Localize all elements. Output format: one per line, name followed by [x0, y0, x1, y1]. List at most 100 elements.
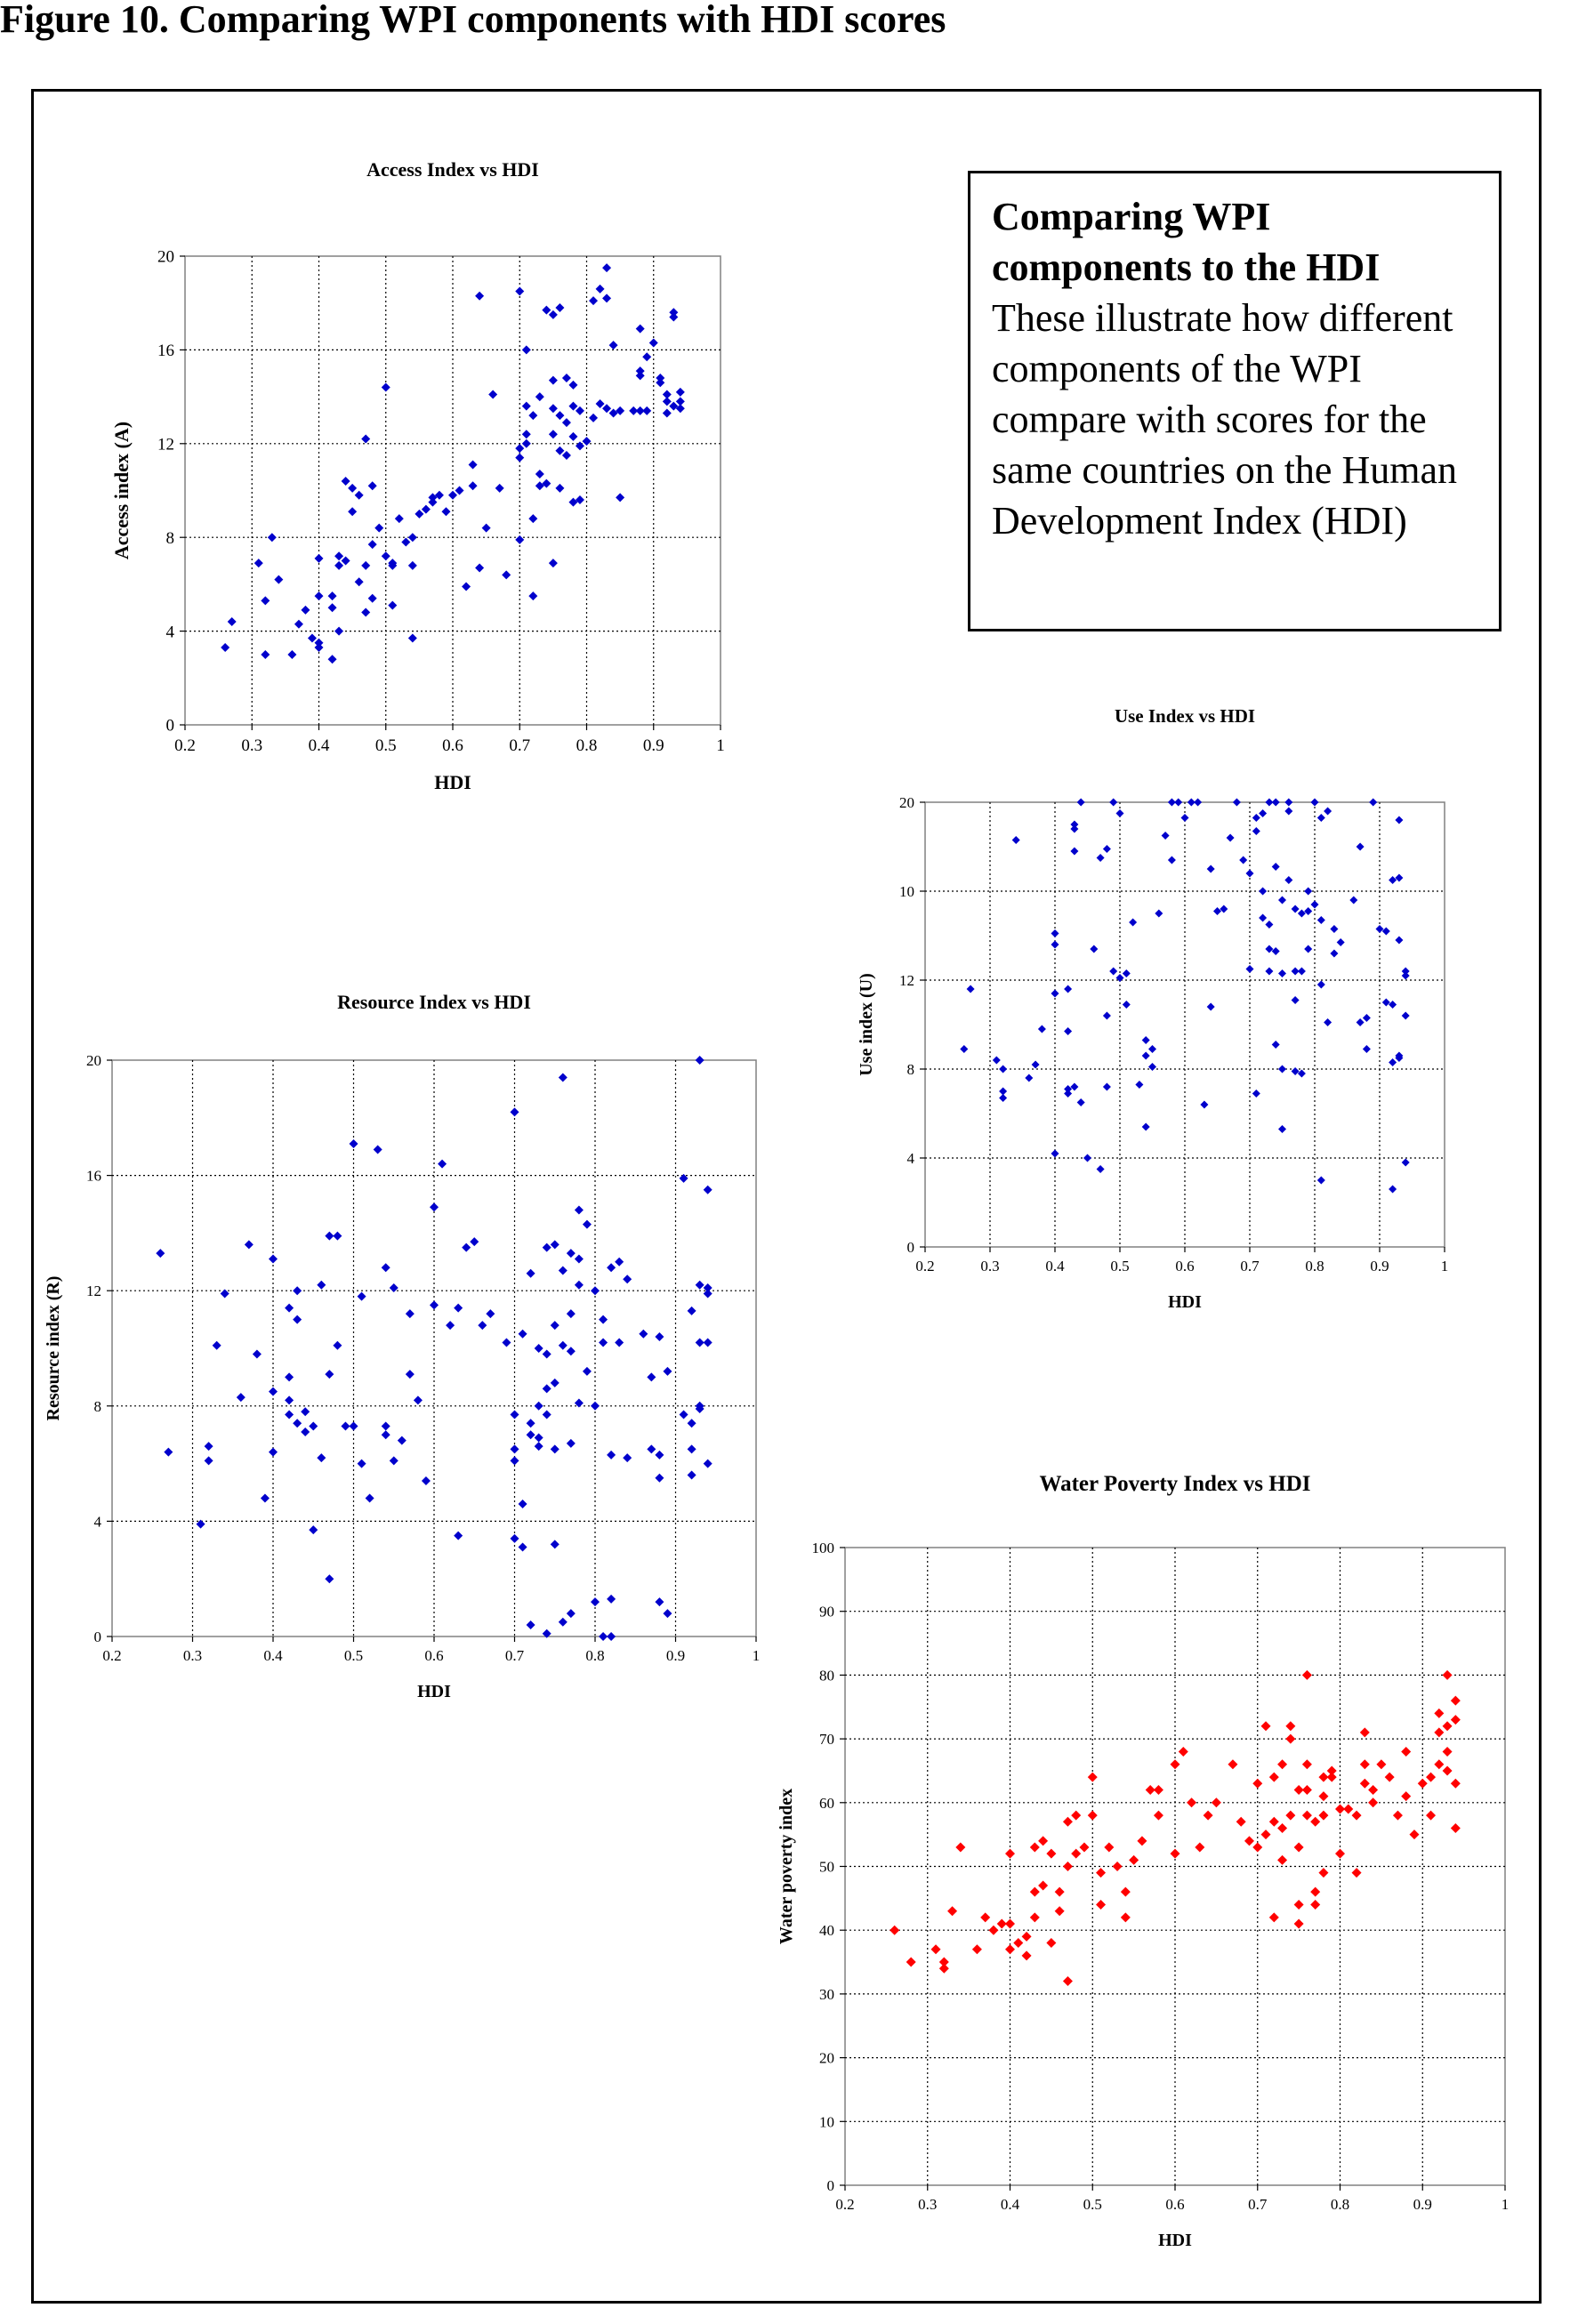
data-point — [475, 291, 485, 301]
data-point — [992, 1056, 1001, 1065]
data-point — [462, 1242, 471, 1252]
data-point — [1376, 1759, 1387, 1770]
data-point — [1442, 1721, 1453, 1732]
data-point — [510, 1410, 519, 1419]
data-point — [1070, 824, 1079, 833]
data-point — [1220, 905, 1228, 913]
data-point — [462, 582, 471, 591]
data-point — [1271, 1041, 1280, 1049]
data-point — [607, 1632, 616, 1641]
data-point — [528, 411, 538, 421]
data-point — [999, 1087, 1008, 1096]
y-tick-label: 30 — [819, 1986, 834, 2003]
access-index-chart: Access Index vs HDI 0.2 0.3 0.4 0.5 0.6 0.7 0.8… — [110, 158, 725, 793]
data-point — [367, 540, 377, 550]
x-tick-label: 0.2 — [174, 736, 196, 755]
data-point — [354, 490, 364, 500]
data-point — [196, 1519, 205, 1529]
x-tick-label: 0.8 — [576, 736, 598, 755]
y-tick-label: 0 — [827, 2177, 835, 2194]
data-point — [1005, 1918, 1015, 1929]
x-tick-label: 0.7 — [509, 736, 530, 755]
data-point — [325, 1370, 334, 1379]
data-point — [542, 1410, 552, 1419]
data-point — [1054, 1906, 1065, 1917]
data-point — [521, 438, 531, 448]
data-point — [1324, 807, 1332, 816]
data-point — [1318, 1868, 1329, 1878]
data-point — [616, 493, 625, 503]
data-point — [1271, 863, 1280, 871]
data-point — [446, 1321, 455, 1331]
data-point — [502, 570, 511, 580]
data-point — [1381, 998, 1390, 1007]
data-point — [1064, 985, 1073, 993]
y-tick-label: 12 — [86, 1283, 101, 1299]
x-tick-label: 1 — [1502, 2196, 1510, 2213]
data-point — [1293, 1842, 1304, 1853]
data-point — [971, 1944, 982, 1955]
data-point — [1054, 1886, 1065, 1897]
data-point — [1318, 1791, 1329, 1802]
data-point — [526, 1268, 535, 1278]
data-point — [555, 483, 565, 493]
x-tick-label: 0.8 — [585, 1647, 604, 1664]
data-point — [566, 1438, 576, 1448]
data-point — [1389, 1185, 1397, 1194]
data-point — [555, 446, 565, 455]
data-point — [314, 638, 324, 647]
data-point — [695, 1338, 704, 1347]
data-point — [1442, 1746, 1453, 1757]
data-point — [1112, 1862, 1123, 1871]
data-point — [1005, 1944, 1015, 1955]
data-point — [1109, 798, 1118, 807]
data-point — [574, 1254, 584, 1264]
data-point — [260, 1493, 270, 1503]
data-point — [361, 560, 371, 570]
data-point — [1278, 1065, 1286, 1074]
data-point — [478, 1321, 487, 1331]
resource-index-chart: Resource Index vs HDI 0.2 0.3 0.4 0.5 0.6 0.7 0… — [44, 991, 760, 1701]
x-tick-label: 1 — [1441, 1258, 1449, 1275]
data-point — [1206, 1002, 1215, 1011]
data-point — [687, 1306, 696, 1315]
data-point — [1381, 927, 1390, 936]
data-point — [1310, 1900, 1321, 1910]
data-point — [535, 392, 544, 402]
data-point — [635, 371, 645, 381]
data-point — [309, 1525, 318, 1535]
data-point — [1076, 1098, 1085, 1106]
y-tick-label: 8 — [907, 1061, 915, 1078]
data-point — [373, 1145, 382, 1154]
data-point — [1102, 845, 1111, 853]
data-point — [1070, 820, 1079, 829]
data-point — [1153, 1810, 1163, 1821]
data-point — [285, 1395, 294, 1405]
data-point — [1167, 798, 1176, 807]
chart-title: Use Index vs HDI — [1115, 705, 1255, 727]
data-point — [1265, 967, 1274, 976]
data-point — [655, 1332, 664, 1342]
data-point — [1297, 1069, 1306, 1078]
data-point — [566, 1309, 576, 1319]
data-point — [947, 1906, 958, 1917]
data-point — [1297, 909, 1306, 918]
data-point — [1141, 1051, 1150, 1060]
data-point — [662, 390, 672, 399]
data-point — [1293, 1900, 1304, 1910]
data-point — [1051, 929, 1059, 937]
data-point — [1013, 1938, 1024, 1949]
data-point — [1362, 1045, 1371, 1053]
data-point — [274, 575, 284, 584]
data-point — [1291, 967, 1300, 976]
data-point — [526, 1430, 535, 1440]
data-point — [1310, 1886, 1321, 1897]
data-point — [1011, 836, 1020, 844]
data-point — [1326, 1765, 1337, 1776]
data-point — [1304, 887, 1313, 896]
data-point — [1392, 1810, 1403, 1821]
data-point — [374, 523, 384, 533]
data-point — [582, 437, 592, 446]
data-point — [550, 1444, 560, 1454]
data-point — [1395, 816, 1404, 824]
